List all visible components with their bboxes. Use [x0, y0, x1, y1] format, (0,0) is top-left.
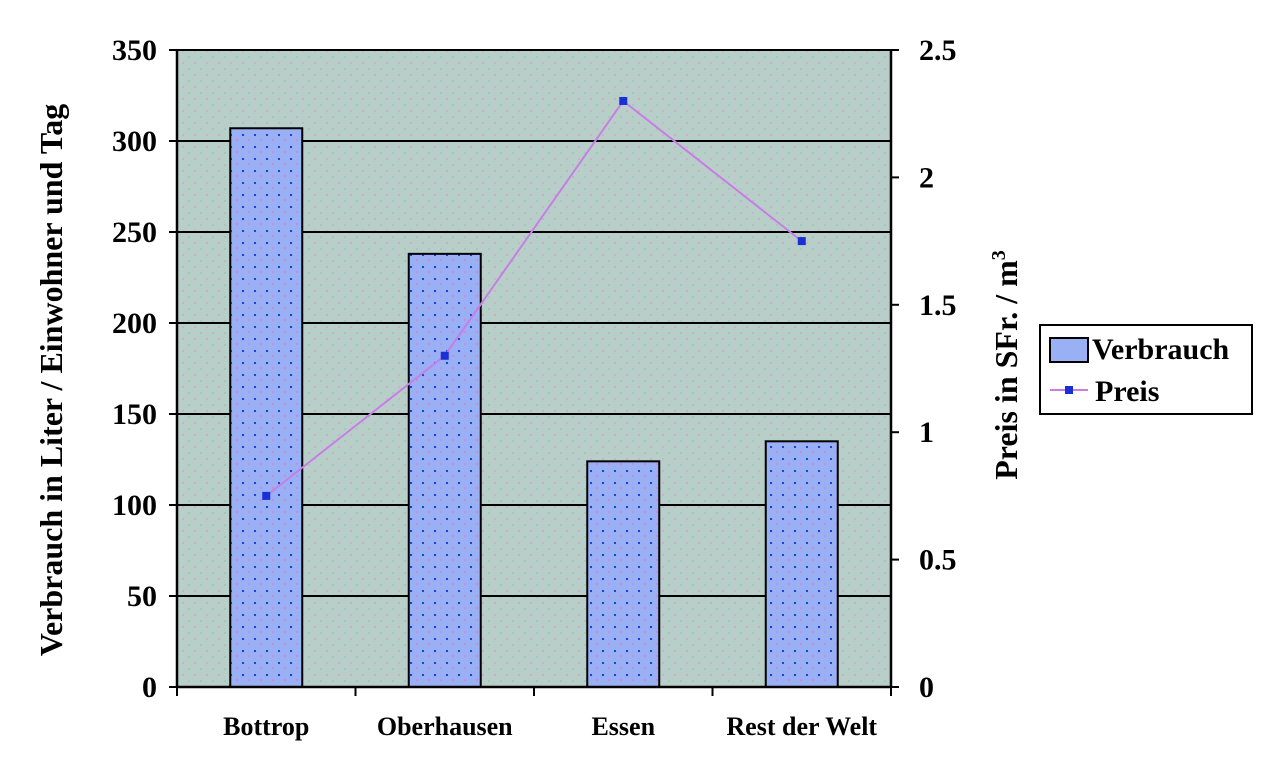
left-tick-label-5: 250 [112, 216, 157, 249]
right-axis-title-main: Preis in SFr. / m [988, 260, 1024, 480]
left-axis-ticks: 0 50 100 150 200 250 300 350 [112, 34, 177, 704]
category-label-oberhausen: Oberhausen [377, 712, 513, 741]
right-tick-label-1: 0.5 [919, 544, 957, 577]
bar-oberhausen [407, 252, 482, 688]
left-tick-label-0: 0 [142, 671, 157, 704]
legend-label-preis: Preis [1095, 375, 1159, 408]
preis-line [265, 99, 803, 497]
bar-rest-der-welt [764, 440, 839, 688]
bar-essen [586, 460, 661, 688]
preis-point-bottrop [262, 491, 271, 500]
left-tick-label-6: 300 [112, 125, 157, 158]
legend-swatch-verbrauch [1049, 337, 1089, 363]
preis-point-essen [619, 96, 628, 105]
preis-point-oberhausen [440, 351, 449, 360]
right-tick-label-4: 2 [919, 161, 934, 194]
right-axis-ticks: 0 0.5 1 1.5 2 2.5 [891, 34, 957, 704]
left-axis-title: Verbrauch in Liter / Einwohner und Tag [33, 104, 69, 656]
right-tick-label-0: 0 [919, 671, 934, 704]
preis-point-rest-der-welt [797, 237, 806, 246]
bar-bottrop [229, 127, 304, 688]
left-tick-label-4: 200 [112, 307, 157, 340]
axes [175, 50, 893, 696]
left-tick-label-2: 100 [112, 489, 157, 522]
legend-swatch-preis-marker [1065, 386, 1073, 394]
left-tick-label-3: 150 [112, 398, 157, 431]
category-label-rest-der-welt: Rest der Welt [726, 712, 877, 741]
legend-label-verbrauch: Verbrauch [1092, 333, 1230, 366]
right-axis-title: Preis in SFr. / m3 [988, 250, 1024, 480]
line-series-preis [262, 96, 806, 500]
right-tick-label-3: 1.5 [919, 289, 957, 322]
category-labels: Bottrop Oberhausen Essen Rest der Welt [223, 712, 877, 741]
right-tick-label-2: 1 [919, 416, 934, 449]
bar-series-verbrauch [229, 127, 839, 688]
category-label-essen: Essen [591, 712, 655, 741]
left-tick-label-7: 350 [112, 34, 157, 67]
right-tick-label-5: 2.5 [919, 34, 957, 67]
left-tick-label-1: 50 [127, 580, 157, 613]
right-axis-title-superscript: 3 [988, 250, 1010, 260]
legend: Verbrauch Preis [1039, 324, 1253, 415]
category-label-bottrop: Bottrop [223, 712, 309, 741]
